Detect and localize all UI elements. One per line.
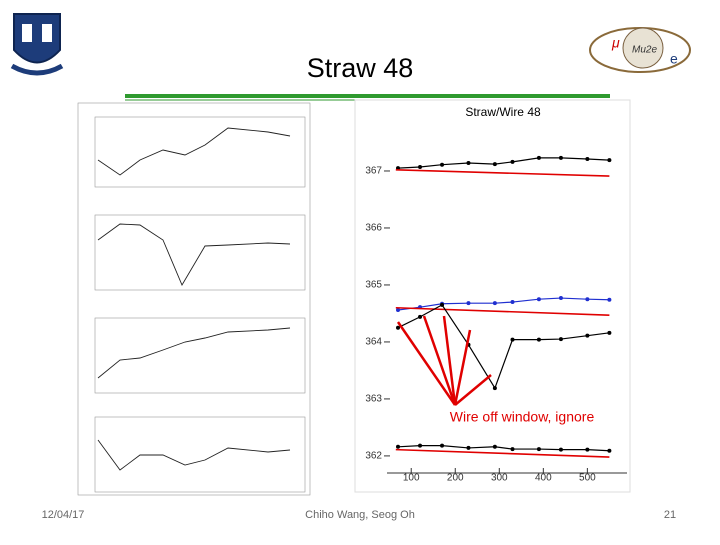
point xyxy=(585,447,590,452)
annotation: Wire off window, ignore xyxy=(450,409,595,425)
y-tick-label: 365 xyxy=(365,280,382,291)
series-line xyxy=(395,448,610,458)
series-line xyxy=(397,445,610,452)
point xyxy=(440,162,445,167)
series-line xyxy=(397,157,610,169)
point xyxy=(558,155,563,160)
slide-title: Straw 48 xyxy=(307,53,414,83)
point xyxy=(585,297,590,302)
y-tick-label: 366 xyxy=(365,223,382,234)
series-line xyxy=(395,306,610,316)
footer-page: 21 xyxy=(664,509,676,521)
point xyxy=(536,155,541,160)
point xyxy=(536,337,541,342)
x-tick-label: 100 xyxy=(403,473,420,484)
point xyxy=(396,308,401,313)
point xyxy=(585,333,590,338)
point xyxy=(585,157,590,162)
svg-text:Mu2e: Mu2e xyxy=(632,45,657,56)
point xyxy=(492,301,497,306)
point xyxy=(466,161,471,166)
svg-text:μ: μ xyxy=(611,35,620,51)
point xyxy=(440,443,445,448)
point xyxy=(418,314,423,319)
point xyxy=(607,330,612,335)
point xyxy=(510,337,515,342)
mini-plots xyxy=(77,102,311,496)
point xyxy=(607,158,612,163)
point xyxy=(466,301,471,306)
chart-panel xyxy=(354,99,631,493)
point xyxy=(440,302,445,307)
series-line xyxy=(397,297,610,311)
point xyxy=(558,296,563,301)
x-tick-label: 300 xyxy=(491,473,508,484)
footer-authors: Chiho Wang, Seog Oh xyxy=(305,509,415,521)
point xyxy=(492,444,497,449)
series-line xyxy=(395,169,610,177)
x-tick-label: 400 xyxy=(535,473,552,484)
series-line xyxy=(397,304,610,390)
point xyxy=(396,325,401,330)
y-tick-label: 362 xyxy=(365,451,382,462)
point xyxy=(466,445,471,450)
x-tick-label: 500 xyxy=(579,473,596,484)
y-tick-label: 367 xyxy=(365,166,382,177)
point xyxy=(607,448,612,453)
point xyxy=(418,443,423,448)
svg-text:e: e xyxy=(670,51,678,67)
point xyxy=(558,447,563,452)
point xyxy=(558,337,563,342)
logo-right: μ Mu2e e xyxy=(589,27,691,73)
logo-left xyxy=(10,13,64,76)
chart: Straw/Wire 48 362 363 364 365 366 367 100 200 30… xyxy=(354,99,631,493)
point xyxy=(510,447,515,452)
x-tick-label: 200 xyxy=(447,473,464,484)
point xyxy=(607,297,612,302)
point xyxy=(396,444,401,449)
point xyxy=(510,300,515,305)
point xyxy=(492,162,497,167)
annotation-arrows xyxy=(396,315,492,406)
point xyxy=(510,159,515,164)
chart-title: Straw/Wire 48 xyxy=(465,105,541,119)
y-tick-label: 363 xyxy=(365,394,382,405)
point xyxy=(536,297,541,302)
point xyxy=(536,447,541,452)
y-tick-label: 364 xyxy=(365,337,382,348)
point xyxy=(492,386,497,391)
footer-date: 12/04/17 xyxy=(42,509,85,521)
point xyxy=(418,164,423,169)
